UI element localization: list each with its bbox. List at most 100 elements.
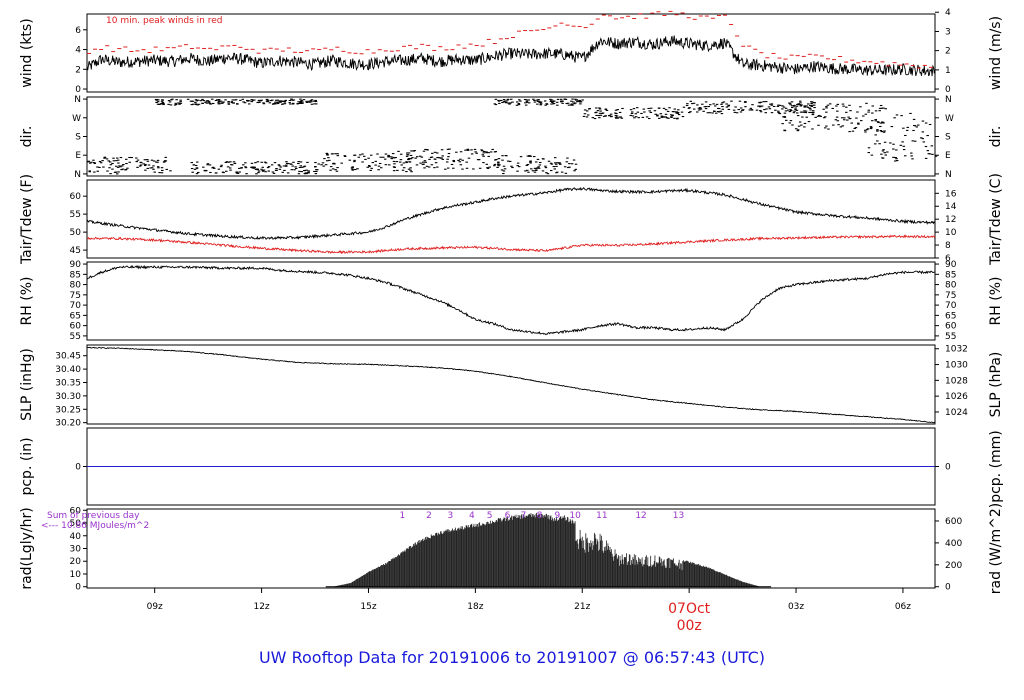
slp-ytick-label-right: 1030: [945, 361, 968, 371]
rh-ytick-label-left: 85: [70, 270, 81, 280]
temp-ylabel-left: Tair/Tdew (F): [19, 174, 35, 265]
wind-ytick-label-right: 1: [945, 66, 951, 76]
temp-ytick-label-left: 45: [70, 246, 81, 256]
slp-line: [86, 346, 936, 424]
rad-ytick-label-left: 40: [70, 532, 82, 542]
temp-ytick-label-right: 14: [945, 202, 957, 212]
temp-dew-line: [86, 234, 936, 255]
dir-ytick-label-right: W: [945, 114, 954, 124]
rad-ytick-label-left: 0: [75, 583, 81, 593]
slp-ytick-label-left: 30.45: [55, 352, 81, 362]
x-tick-label: 18z: [467, 602, 483, 612]
rh-ytick-label-left: 70: [70, 301, 82, 311]
rad-hour-label: 7: [521, 511, 527, 521]
rh-ytick-label-left: 55: [70, 332, 81, 342]
slp-ytick-label-left: 30.40: [55, 365, 81, 375]
slp-ytick-label-left: 30.35: [55, 378, 81, 388]
rh-frame: [86, 261, 936, 341]
x-tick-label: 09z: [147, 602, 163, 612]
rad-hour-label: 3: [448, 511, 454, 521]
dir-ytick-label-left: W: [72, 114, 81, 124]
rad-hour-label: 11: [596, 511, 607, 521]
slp-ylabel-right: SLP (hPa): [988, 352, 1004, 418]
rh-ytick-label-right: 85: [945, 270, 956, 280]
dir-ytick-label-left: S: [75, 133, 81, 143]
rad-ylabel-left: rad(Lgly/hr): [19, 507, 35, 589]
x-tick-label: 00z: [677, 618, 702, 634]
x-tick-label: 21z: [574, 602, 590, 612]
rad-hour-label: 13: [673, 511, 684, 521]
rad-hour-label: 9: [554, 511, 560, 521]
wind-ylabel-left: wind (kts): [19, 18, 35, 87]
rh-ytick-label-left: 90: [70, 260, 82, 270]
slp-ytick-label-right: 1024: [945, 408, 968, 418]
x-tick-label: 03z: [788, 602, 804, 612]
temp-ytick-label-left: 50: [70, 228, 82, 238]
dir-ytick-label-right: E: [945, 151, 951, 161]
rh-ytick-label-left: 60: [70, 322, 82, 332]
wind-peak-dashes: [87, 10, 933, 69]
wind-ytick-label-left: 6: [75, 26, 81, 36]
temp-ytick-label-right: 8: [945, 241, 951, 251]
rad-ylabel-right: rad (W/m^2): [988, 503, 1004, 594]
rh-line: [86, 264, 936, 336]
rad-ytick-label-right: 200: [945, 561, 962, 571]
rad-bars: [333, 512, 761, 587]
chart-footer-title: UW Rooftop Data for 20191006 to 20191007…: [258, 648, 766, 667]
temp-ytick-label-right: 6: [945, 254, 951, 264]
dir-ytick-label-left: N: [74, 95, 81, 105]
rh-ytick-label-left: 80: [70, 281, 82, 291]
pcp-ylabel-left: pcp. (in): [19, 437, 35, 495]
wind-ytick-label-left: 4: [75, 46, 81, 56]
slp-ytick-label-right: 1026: [945, 392, 968, 402]
wind-ylabel-right: wind (m/s): [988, 16, 1004, 90]
slp-ytick-label-left: 30.30: [55, 392, 81, 402]
rad-hour-label: 10: [569, 511, 581, 521]
dir-points: [87, 98, 938, 175]
dir-ylabel-right: dir.: [988, 126, 1004, 148]
rad-ytick-label-right: 400: [945, 539, 962, 549]
dir-ytick-label-left: N: [74, 170, 81, 180]
rad-ytick-label-right: 0: [945, 583, 951, 593]
wind-ytick-label-right: 0: [945, 85, 951, 95]
rh-ylabel-left: RH (%): [19, 277, 35, 326]
rad-sum-label: Sum of previous day: [47, 511, 140, 521]
x-tick-label: 06z: [895, 602, 911, 612]
x-date-label: 07Oct: [668, 601, 711, 617]
wind-ytick-label-right: 4: [945, 8, 951, 18]
dir-ytick-label-left: E: [75, 151, 81, 161]
pcp-ytick-label-right: 0: [945, 463, 951, 473]
rad-hour-label: 5: [487, 511, 493, 521]
rad-ytick-label-left: 20: [70, 557, 82, 567]
wind-ytick-label-right: 3: [945, 27, 951, 37]
temp-ytick-label-right: 12: [945, 215, 956, 225]
temp-ytick-label-left: 60: [70, 192, 82, 202]
rad-hour-label: 1: [399, 511, 405, 521]
dir-ytick-label-right: N: [945, 95, 952, 105]
rad-ytick-label-left: 60: [70, 506, 82, 516]
rad-sum-value: <--- 10.86 MJoules/m^2: [41, 521, 149, 531]
temp-frame: [86, 179, 936, 259]
rh-ytick-label-right: 65: [945, 311, 956, 321]
rad-hour-label: 4: [469, 511, 475, 521]
rh-ytick-label-right: 70: [945, 301, 957, 311]
slp-ytick-label-left: 30.20: [55, 419, 81, 429]
rh-ytick-label-right: 80: [945, 281, 957, 291]
wind-ytick-label-left: 2: [75, 65, 81, 75]
dir-frame: [86, 96, 936, 177]
rh-ytick-label-left: 75: [70, 291, 81, 301]
rh-ytick-label-right: 60: [945, 322, 957, 332]
rad-hour-label: 12: [635, 511, 646, 521]
rad-ytick-label-left: 50: [70, 519, 82, 529]
slp-frame: [86, 344, 936, 425]
rh-ytick-label-right: 55: [945, 332, 956, 342]
rad-hour-label: 8: [537, 511, 543, 521]
wind-speed-line: [86, 35, 936, 77]
rh-ylabel-right: RH (%): [988, 277, 1004, 326]
rh-ytick-label-left: 65: [70, 311, 81, 321]
temp-ytick-label-right: 16: [945, 189, 957, 199]
temp-ylabel-right: Tair/Tdew (C): [988, 173, 1004, 266]
slp-ytick-label-right: 1032: [945, 345, 968, 355]
wind-ytick-label-right: 2: [945, 47, 951, 57]
